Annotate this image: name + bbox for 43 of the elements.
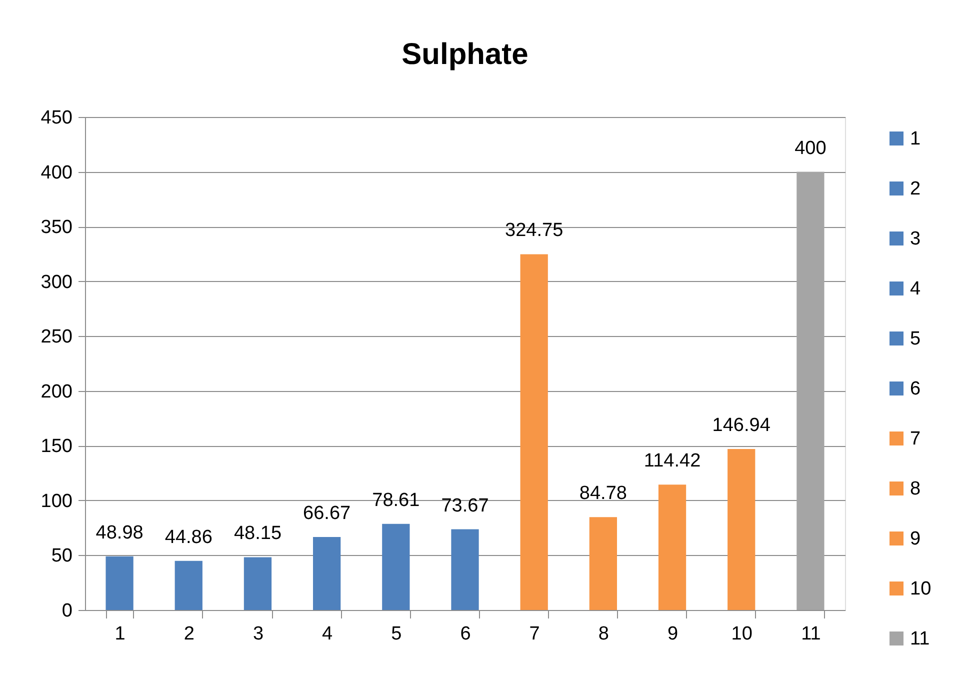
y-tick-label: 400 <box>40 162 72 184</box>
x-tick-label: 1 <box>114 624 126 644</box>
x-tick-label: 7 <box>529 624 540 644</box>
y-tick-label: 200 <box>40 381 72 402</box>
legend-label: 2 <box>910 178 921 200</box>
y-tick-label: 450 <box>40 108 72 128</box>
legend-label: 3 <box>910 228 921 250</box>
data-label: 48.15 <box>234 523 282 544</box>
legend-label: 7 <box>910 428 921 450</box>
x-tick-label: 3 <box>252 624 264 644</box>
data-label: 48.98 <box>96 522 144 544</box>
legend-label: 8 <box>910 478 921 500</box>
x-tick-label: 4 <box>322 624 334 644</box>
y-tick-label: 350 <box>40 217 72 238</box>
x-tick-label: 2 <box>184 624 194 644</box>
data-label: 114.42 <box>644 450 701 472</box>
data-label: 44.86 <box>164 526 212 548</box>
data-label: 146.94 <box>712 415 771 436</box>
y-tick-label: 300 <box>40 272 72 293</box>
y-tick-label: 150 <box>40 436 72 458</box>
y-tick-label: 0 <box>62 600 72 622</box>
legend-label: 10 <box>910 578 932 600</box>
data-label: 73.67 <box>441 495 489 516</box>
x-tick-label: 11 <box>801 624 821 644</box>
data-label: 84.78 <box>579 483 627 504</box>
y-tick-label: 50 <box>51 546 72 567</box>
data-label: 66.67 <box>303 502 351 524</box>
legend-label: 4 <box>910 278 921 300</box>
legend-label: 5 <box>910 328 921 350</box>
x-tick-label: 5 <box>391 624 402 644</box>
x-tick-label: 8 <box>598 624 609 644</box>
x-tick-label: 10 <box>731 624 752 644</box>
data-label: 324.75 <box>505 220 564 242</box>
legend-label: 9 <box>910 528 921 550</box>
chart-title: Sulphate <box>402 38 528 71</box>
x-tick-label: 6 <box>460 624 471 644</box>
data-label: 400 <box>794 138 826 159</box>
legend-label: 6 <box>910 378 921 400</box>
y-tick-label: 100 <box>40 490 72 512</box>
y-tick-label: 250 <box>40 326 72 348</box>
legend-label: 1 <box>910 128 921 150</box>
data-label: 78.61 <box>372 490 420 511</box>
x-tick-label: 9 <box>667 624 678 644</box>
